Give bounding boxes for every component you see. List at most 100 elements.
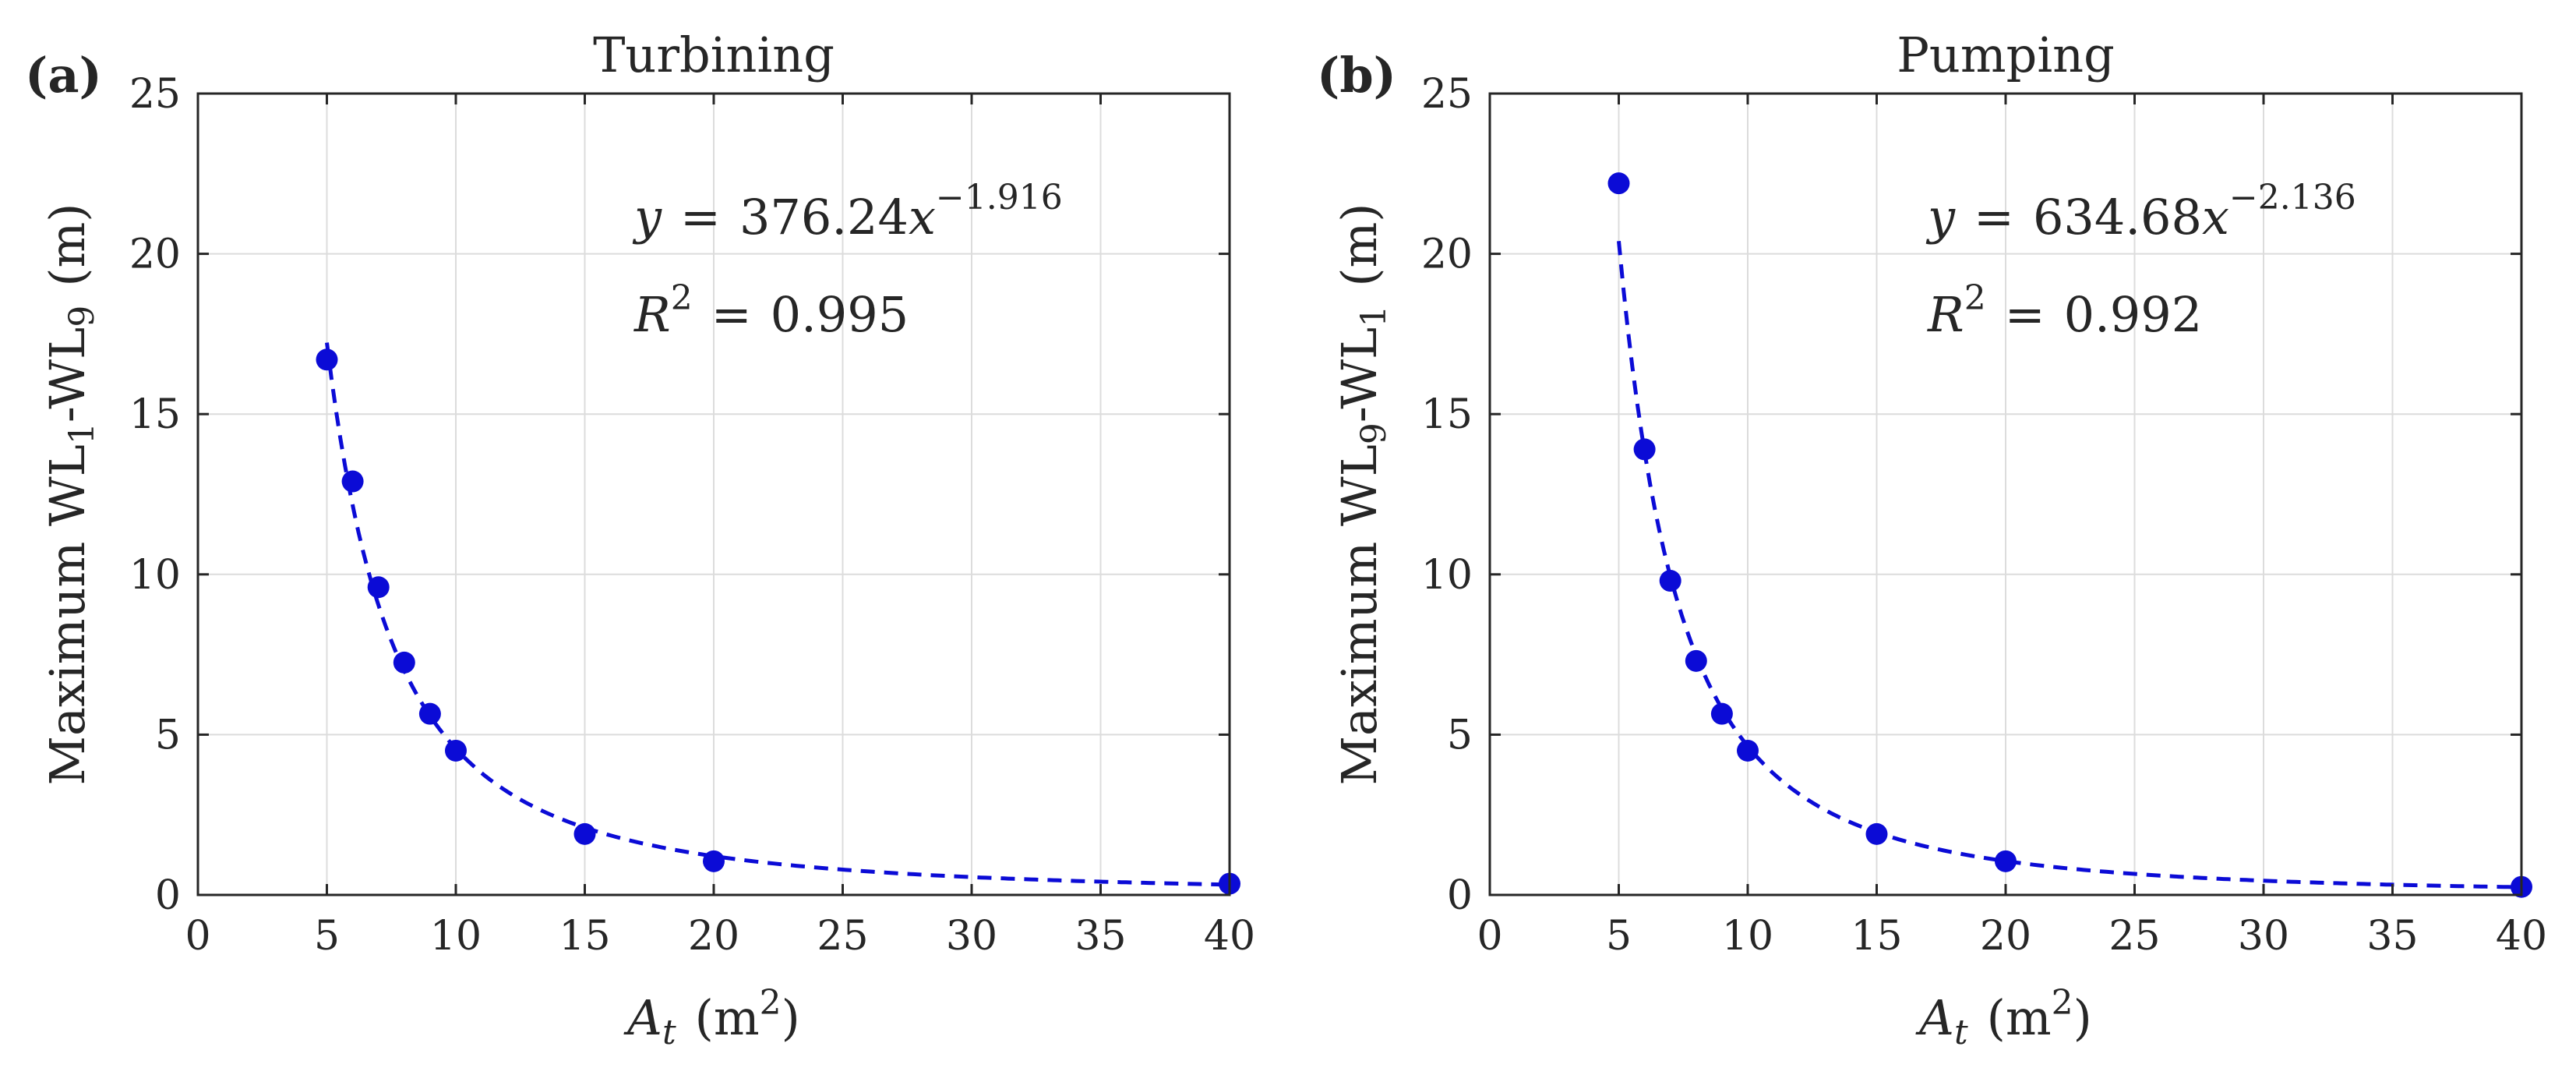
r-squared: R2 = 0.995: [633, 278, 909, 343]
data-point: [367, 576, 390, 599]
data-point: [393, 651, 415, 674]
fit-equation: y = 634.68x−2.136: [1925, 178, 2356, 246]
eq-y: y: [1925, 189, 1956, 246]
eq-coef: 634.68: [2033, 189, 2202, 246]
y-tick-labels: 0 5 10 15 20 25: [1421, 71, 2521, 919]
y-axis-label: Maximum WL1-WL9 (m): [39, 203, 102, 785]
chart-title: Turbining: [593, 27, 835, 83]
r2-equals: =: [711, 286, 752, 343]
eq-x: x: [2202, 189, 2229, 246]
x-tick-label: 25: [2108, 913, 2160, 960]
x-axis-label: At (m2): [623, 983, 800, 1052]
data-point: [445, 739, 467, 762]
r2-value: 0.992: [2064, 286, 2203, 343]
r2-equals: =: [2005, 286, 2045, 343]
panel-label: (a): [25, 47, 102, 104]
x-label-symbol: A: [623, 989, 662, 1046]
r2-R: R: [1927, 286, 1964, 343]
y-tick-labels: 0 5 10 15 20 25: [129, 71, 1230, 919]
y-label-mid: -WL: [1331, 327, 1388, 423]
x-label-sub: t: [1954, 1013, 1968, 1052]
data-point: [1685, 649, 1707, 672]
y-label-sub1: 9: [1354, 423, 1394, 444]
x-tick-label: 0: [185, 913, 210, 960]
x-tick-label: 40: [2496, 913, 2547, 960]
x-label-close: ): [782, 989, 800, 1046]
x-tick-label: 15: [559, 913, 610, 960]
y-tick-label: 0: [1447, 872, 1473, 919]
data-point: [573, 822, 596, 845]
x-tick-labels: 0 5 10 15 20 25 30 35 40: [185, 94, 1255, 960]
x-tick-label: 10: [430, 913, 482, 960]
x-label-sup: 2: [2052, 983, 2073, 1023]
x-label-symbol: A: [1915, 989, 1954, 1046]
y-tick-label: 15: [1421, 391, 1473, 438]
y-tick-label: 0: [155, 872, 181, 919]
y-label-sub2: 9: [62, 306, 102, 327]
panel-a: 0 5 10 15 20 25 30 35 40 0 5 10 15 20 25 (a) Turbinin…: [25, 27, 1255, 1052]
data-points: [316, 348, 1240, 895]
y-tick-label: 5: [1447, 712, 1473, 759]
chart-title: Pumping: [1897, 27, 2115, 83]
data-point: [1659, 570, 1681, 592]
y-label-sub1: 1: [62, 423, 102, 444]
y-tick-label: 25: [129, 71, 181, 118]
y-label-unit: (m): [1331, 203, 1388, 286]
data-point: [1607, 172, 1630, 195]
data-point: [703, 850, 725, 872]
r2-R: R: [633, 286, 671, 343]
eq-x: x: [909, 189, 936, 246]
x-tick-label: 5: [1606, 913, 1632, 960]
fit-equation: y = 376.24x−1.916: [632, 178, 1063, 246]
y-tick-label: 10: [1421, 552, 1473, 599]
x-label-sup: 2: [760, 983, 782, 1023]
x-tick-label: 40: [1204, 913, 1255, 960]
data-point: [341, 470, 364, 493]
eq-equals: =: [680, 189, 721, 246]
eq-y: y: [632, 189, 662, 246]
r-squared: R2 = 0.992: [1927, 278, 2202, 343]
y-label-unit: (m): [39, 203, 96, 286]
y-label-text: Maximum WL: [39, 444, 96, 785]
y-tick-label: 5: [155, 712, 181, 759]
x-tick-label: 10: [1722, 913, 1773, 960]
x-tick-label: 5: [314, 913, 340, 960]
x-tick-label: 30: [946, 913, 997, 960]
y-tick-label: 20: [1421, 232, 1473, 278]
data-point: [1865, 822, 1888, 845]
fit-curve-group: [325, 342, 1230, 887]
data-point: [1995, 850, 2017, 872]
panel-label: (b): [1317, 47, 1396, 104]
x-label-unit: (m: [1987, 989, 2052, 1046]
x-tick-label: 20: [688, 913, 739, 960]
x-label-unit: (m: [695, 989, 760, 1046]
x-tick-labels: 0 5 10 15 20 25 30 35 40: [1477, 94, 2547, 960]
data-point: [1737, 739, 1759, 762]
x-tick-label: 35: [1075, 913, 1126, 960]
y-tick-label: 10: [129, 552, 181, 599]
x-tick-label: 15: [1851, 913, 1902, 960]
r2-value: 0.995: [771, 286, 909, 343]
y-tick-label: 25: [1421, 71, 1473, 118]
r2-sup: 2: [671, 278, 693, 318]
x-tick-label: 0: [1477, 913, 1502, 960]
x-axis-label: At (m2): [1915, 983, 2092, 1052]
y-label-mid: -WL: [39, 327, 96, 423]
fit-curve: [325, 342, 1230, 887]
x-tick-label: 25: [817, 913, 868, 960]
x-tick-label: 35: [2366, 913, 2418, 960]
eq-exponent: −1.916: [936, 178, 1063, 217]
y-label-text: Maximum WL: [1331, 444, 1388, 785]
y-tick-label: 20: [129, 232, 181, 278]
x-label-close: ): [2073, 989, 2092, 1046]
x-tick-label: 30: [2238, 913, 2289, 960]
r2-sup: 2: [1964, 278, 1986, 318]
y-axis-label: Maximum WL9-WL1 (m): [1331, 203, 1394, 785]
data-point: [1633, 438, 1656, 461]
data-point: [1710, 702, 1733, 725]
y-tick-label: 15: [129, 391, 181, 438]
data-point: [316, 348, 338, 371]
